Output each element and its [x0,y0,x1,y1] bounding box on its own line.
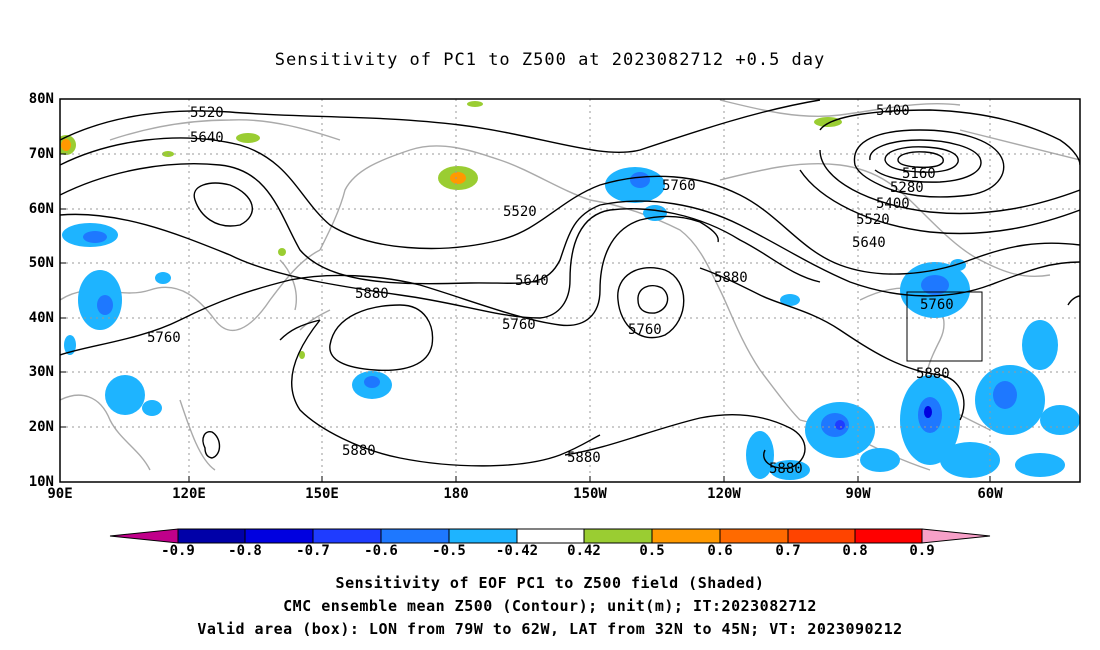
colorbar-label: 0.9 [909,543,935,559]
colorbar-cell [583,528,653,544]
contour-label: 5880 [355,286,389,302]
lon-label: 120E [172,486,206,502]
valid-area-box [906,291,983,362]
contour-label: 5880 [342,443,376,459]
colorbar-label: 0.5 [639,543,665,559]
contour-label: 5640 [852,235,886,251]
colorbar-label: -0.6 [364,543,398,559]
colorbar-label: 0.6 [707,543,733,559]
contour-label: 5760 [920,297,954,313]
contour-label: 5880 [714,270,748,286]
colorbar-label: 0.42 [567,543,601,559]
caption-line: Valid area (box): LON from 79W to 62W, L… [197,620,903,638]
lon-label: 120W [707,486,741,502]
colorbar-label: -0.42 [495,543,539,559]
lat-label: 60N [28,201,54,217]
lat-label: 80N [28,91,54,107]
contour-label: 5400 [876,103,910,119]
lat-lon-grid [60,99,1080,482]
map-frame [59,98,1081,483]
lat-label: 30N [28,364,54,380]
caption-line: CMC ensemble mean Z500 (Contour); unit(m… [283,597,817,615]
lat-label: 10N [28,474,54,490]
sensitivity-shading [60,101,1080,480]
caption-line: Sensitivity of EOF PC1 to Z500 field (Sh… [335,574,765,592]
lon-label: 150W [573,486,607,502]
contour-label: 5280 [890,180,924,196]
contour-label: 5640 [515,273,549,289]
lat-label: 20N [28,419,54,435]
lon-label: 90E [47,486,73,502]
contour-label: 5520 [856,212,890,228]
contour-label: 5640 [190,130,224,146]
colorbar-label: 0.8 [842,543,868,559]
colorbar-label: -0.5 [432,543,466,559]
contour-label: 5880 [769,461,803,477]
colorbar-cell [787,528,856,544]
contour-labels: 5520 5640 5520 5760 5400 5160 5280 5400 … [147,103,954,477]
lon-label: 90W [845,486,871,502]
colorbar-cell [651,528,721,544]
axis-ticks [60,153,991,482]
contour-label: 5520 [503,204,537,220]
contour-label: 5880 [916,366,950,382]
contour-label: 5760 [147,330,181,346]
colorbar-label: 0.7 [775,543,801,559]
contour-label: 5760 [628,322,662,338]
z500-contours [60,99,1080,469]
colorbar-cell [854,528,923,544]
colorbar-cell [516,528,585,544]
lon-label: 60W [977,486,1003,502]
colorbar [109,528,991,544]
colorbar-cell [380,528,450,544]
contour-label: 5160 [902,166,936,182]
lat-label: 70N [28,146,54,162]
contour-label: 5400 [876,196,910,212]
contour-label: 5760 [662,178,696,194]
colorbar-cell [448,528,518,544]
lon-label: 180 [443,486,469,502]
lat-label: 40N [28,310,54,326]
lon-label: 150E [305,486,339,502]
contour-label: 5760 [502,317,536,333]
colorbar-cell [921,528,991,544]
contour-label: 5520 [190,105,224,121]
colorbar-cell [244,528,314,544]
colorbar-label: -0.8 [228,543,262,559]
colorbar-cell [109,528,179,544]
lat-label: 50N [28,255,54,271]
colorbar-label: -0.7 [296,543,330,559]
colorbar-label: -0.9 [161,543,195,559]
colorbar-cell [177,528,246,544]
colorbar-cell [312,528,382,544]
contour-label: 5880 [567,450,601,466]
chart-title: Sensitivity of PC1 to Z500 at 2023082712… [274,50,826,70]
colorbar-cell [719,528,789,544]
